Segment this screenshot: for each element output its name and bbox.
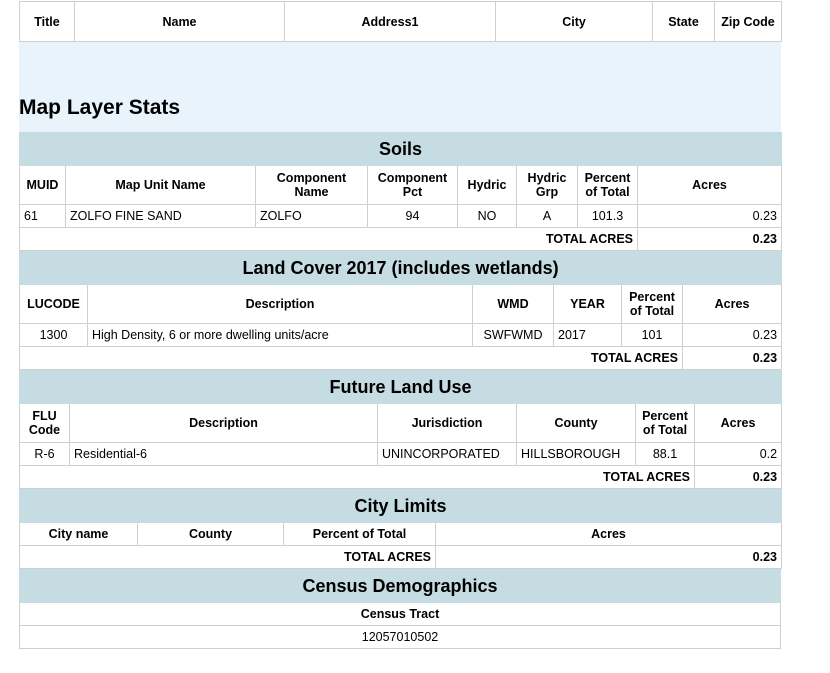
census-cell-tract: 12057010502	[19, 625, 781, 649]
flu-cell-acres: 0.2	[693, 442, 783, 466]
soils-header-percent: Percent of Total	[577, 165, 638, 205]
landcover-total-label: TOTAL ACRES	[19, 346, 683, 370]
soils-cell-percent: 101.3	[577, 204, 638, 228]
soils-header-hydricgrp: Hydric Grp	[516, 165, 578, 205]
city-table: City Limits City name County Percent of …	[18, 489, 783, 569]
landcover-cell-percent: 101	[621, 323, 683, 347]
city-heading: City Limits	[18, 489, 783, 523]
landcover-cell-acres: 0.23	[681, 323, 783, 347]
soils-cell-hydric: NO	[457, 204, 517, 228]
soils-header-acres: Acres	[636, 165, 783, 205]
report: Title Name Address1 City State Zip Code …	[18, 0, 783, 649]
soils-header-component: Component Name	[255, 165, 368, 205]
city-total-label: TOTAL ACRES	[19, 545, 436, 569]
owner-header-title: Title	[19, 1, 75, 42]
landcover-heading: Land Cover 2017 (includes wetlands)	[18, 251, 783, 285]
flu-total-value: 0.23	[693, 465, 783, 489]
census-table: Census Demographics Census Tract 1205701…	[19, 569, 781, 649]
census-heading: Census Demographics	[19, 569, 781, 603]
owner-header-zip: Zip Code	[714, 1, 782, 42]
city-total-value: 0.23	[434, 545, 783, 569]
landcover-header-wmd: WMD	[472, 284, 554, 324]
owner-header-city: City	[495, 1, 653, 42]
landcover-cell-description: High Density, 6 or more dwelling units/a…	[87, 323, 473, 347]
page-title: Map Layer Stats	[19, 84, 781, 132]
soils-table: Soils MUID Map Unit Name Component Name …	[18, 132, 783, 251]
flu-header-percent: Percent of Total	[635, 403, 695, 443]
landcover-header-lucode: LUCODE	[19, 284, 88, 324]
flu-heading: Future Land Use	[18, 370, 783, 404]
soils-cell-mapunit: ZOLFO FINE SAND	[65, 204, 256, 228]
flu-header-description: Description	[69, 403, 378, 443]
soils-header-muid: MUID	[19, 165, 66, 205]
owner-header-address: Address1	[284, 1, 496, 42]
flu-cell-county: HILLSBOROUGH	[516, 442, 636, 466]
flu-header-jurisdiction: Jurisdiction	[377, 403, 517, 443]
flu-header-acres: Acres	[693, 403, 783, 443]
landcover-header-year: YEAR	[553, 284, 622, 324]
flu-cell-description: Residential-6	[69, 442, 378, 466]
owner-table: Title Name Address1 City State Zip Code	[19, 1, 782, 42]
landcover-table: Land Cover 2017 (includes wetlands) LUCO…	[18, 251, 783, 370]
table-row: 61 ZOLFO FINE SAND ZOLFO 94 NO A 101.3 0…	[19, 204, 783, 228]
flu-header-county: County	[516, 403, 636, 443]
city-header-percent: Percent of Total	[283, 522, 436, 546]
soils-header-hydric: Hydric	[457, 165, 517, 205]
city-header-county: County	[137, 522, 284, 546]
flu-cell-percent: 88.1	[635, 442, 695, 466]
landcover-header-description: Description	[87, 284, 473, 324]
table-row: R-6 Residential-6 UNINCORPORATED HILLSBO…	[19, 442, 783, 466]
flu-header-code: FLU Code	[19, 403, 70, 443]
landcover-cell-wmd: SWFWMD	[472, 323, 554, 347]
title-spacer	[19, 42, 781, 84]
soils-cell-component: ZOLFO	[255, 204, 368, 228]
census-header-tract: Census Tract	[19, 602, 781, 626]
flu-cell-jurisdiction: UNINCORPORATED	[377, 442, 517, 466]
owner-header-name: Name	[74, 1, 285, 42]
soils-header-mapunit: Map Unit Name	[65, 165, 256, 205]
landcover-cell-lucode: 1300	[19, 323, 88, 347]
landcover-total-value: 0.23	[681, 346, 783, 370]
landcover-cell-year: 2017	[553, 323, 622, 347]
landcover-header-acres: Acres	[681, 284, 783, 324]
soils-cell-acres: 0.23	[636, 204, 783, 228]
owner-header-state: State	[652, 1, 715, 42]
landcover-header-percent: Percent of Total	[621, 284, 683, 324]
soils-heading: Soils	[18, 132, 783, 166]
soils-cell-muid: 61	[19, 204, 66, 228]
soils-cell-hydricgrp: A	[516, 204, 578, 228]
table-row: 1300 High Density, 6 or more dwelling un…	[19, 323, 783, 347]
city-header-acres: Acres	[434, 522, 783, 546]
soils-header-componentpct: Component Pct	[367, 165, 458, 205]
flu-cell-code: R-6	[19, 442, 70, 466]
flu-table: Future Land Use FLU Code Description Jur…	[18, 370, 783, 489]
soils-cell-componentpct: 94	[367, 204, 458, 228]
soils-total-label: TOTAL ACRES	[19, 227, 638, 251]
flu-total-label: TOTAL ACRES	[19, 465, 695, 489]
soils-total-value: 0.23	[636, 227, 783, 251]
city-header-name: City name	[19, 522, 138, 546]
